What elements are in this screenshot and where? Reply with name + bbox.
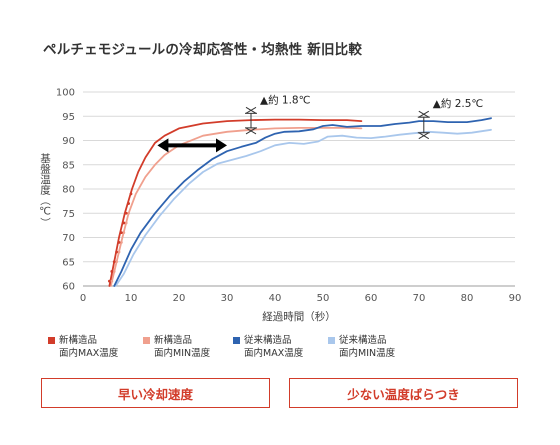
- legend-label-4b: 面内MIN温度: [339, 348, 396, 359]
- y-tick-label: 70: [62, 233, 75, 244]
- annotation-chevron: [245, 127, 257, 135]
- pink-dot: [124, 221, 128, 225]
- red-dot: [115, 250, 118, 254]
- y-tick-label: 90: [62, 136, 75, 147]
- x-tick-label: 80: [461, 293, 474, 304]
- annotation-chevron: [418, 110, 430, 118]
- y-tick-label: 60: [62, 282, 75, 293]
- x-tick-label: 10: [125, 293, 138, 304]
- legend-label-4a: 従来構造品: [339, 335, 387, 346]
- legend-label-1a: 新構造品: [59, 335, 98, 346]
- pink-dot: [127, 211, 130, 215]
- chart-title: ペルチェモジュールの冷却応答性・均熱性 新旧比較: [43, 42, 363, 58]
- series-line-3: [113, 117, 492, 287]
- x-tick-label: 40: [269, 293, 282, 304]
- fast-cooling-box: 早い冷却速度: [41, 378, 270, 408]
- annotation-chevron: [418, 132, 430, 140]
- annotation-chevron: [245, 106, 257, 114]
- legend-label-2b: 面内MIN温度: [154, 348, 211, 359]
- red-dot: [129, 192, 133, 196]
- x-tick-label: 70: [413, 293, 426, 304]
- pink-dot: [117, 250, 121, 254]
- red-dot: [124, 211, 128, 215]
- red-dot: [120, 231, 123, 235]
- legend-swatch-old-min: [328, 337, 335, 344]
- x-axis-label: 経過時間（秒）: [262, 310, 336, 323]
- pink-dot: [122, 231, 126, 235]
- pink-dot: [120, 240, 123, 244]
- red-dot: [122, 221, 126, 225]
- low-variation-box: 少ない温度ばらつき: [289, 378, 518, 408]
- series-line-4: [114, 128, 492, 287]
- red-dot: [112, 260, 116, 264]
- y-tick-label: 95: [62, 112, 75, 123]
- legend-label-1b: 面内MAX温度: [59, 348, 119, 359]
- x-tick-label: 0: [80, 293, 86, 304]
- legend-swatch-new-max: [48, 337, 55, 344]
- legend-swatch-old-max: [233, 337, 240, 344]
- x-tick-label: 30: [221, 293, 234, 304]
- y-tick-label: 75: [62, 209, 75, 220]
- y-tick-label: 65: [62, 257, 75, 268]
- x-tick-label: 60: [365, 293, 378, 304]
- y-tick-label: 85: [62, 160, 75, 171]
- speed-arrow-head-right: [216, 138, 227, 153]
- y-tick-label: 100: [56, 88, 75, 99]
- red-dot: [108, 279, 111, 283]
- red-dot: [117, 240, 121, 244]
- legend-label-3a: 従来構造品: [244, 335, 292, 346]
- x-tick-label: 90: [509, 293, 522, 304]
- red-dot: [110, 270, 114, 273]
- pink-dot: [112, 270, 116, 273]
- x-tick-label: 20: [173, 293, 186, 304]
- legend-label-2a: 新構造品: [154, 335, 193, 346]
- annotation-label-2: ▲約 2.5℃: [433, 97, 483, 110]
- speed-arrow-head-left: [157, 138, 169, 153]
- legend-swatch-new-min: [143, 337, 150, 344]
- series-line-1: [108, 118, 363, 287]
- x-tick-label: 50: [317, 293, 330, 304]
- pink-dot: [110, 279, 114, 283]
- pink-dot: [115, 260, 118, 264]
- red-dot: [127, 202, 130, 205]
- y-axis-label: 基盤温度（℃）: [39, 152, 51, 228]
- legend-label-3b: 面内MAX温度: [244, 348, 304, 359]
- annotation-label-1: ▲約 1.8℃: [260, 93, 310, 106]
- y-tick-label: 80: [62, 185, 75, 196]
